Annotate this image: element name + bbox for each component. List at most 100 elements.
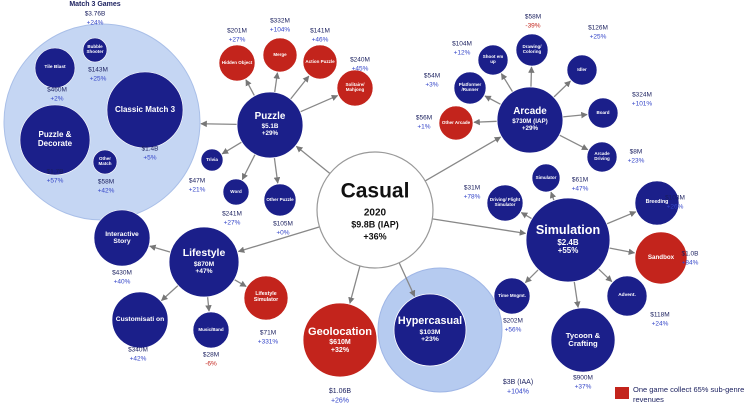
subgenre-bubble <box>634 231 688 285</box>
connector <box>205 296 212 312</box>
subgenre-label-box: Arcade Driving <box>594 151 610 161</box>
growth-label: -6% <box>205 360 217 367</box>
growth-label: +45% <box>352 65 369 72</box>
group-bubble <box>525 197 611 283</box>
group-label-wrap: Simulation $2.4B +55% <box>526 198 610 282</box>
subgenre-label: Solitaire/ Mahjong <box>345 82 365 92</box>
subgenre-label: Merge <box>273 51 287 57</box>
subgenre-bubble <box>587 97 619 129</box>
subgenre-label: Lifestyle Simulator <box>253 291 279 303</box>
subgenre-label: Drawing/ Coloring <box>522 44 542 54</box>
subgenre-bubble <box>586 141 618 173</box>
revenue-label: $1.0B <box>682 251 699 258</box>
growth-label: +24% <box>87 19 104 26</box>
legend-box: One game collect 65% sub-genre revenues <box>633 385 745 404</box>
revenue-label: $61M <box>572 177 588 184</box>
connector <box>473 118 498 126</box>
growth-label: +42% <box>130 355 147 362</box>
revenue-label: $430M <box>112 270 132 277</box>
revenue-label: $1.4B <box>142 146 159 153</box>
revenue-label: $340M <box>128 347 148 354</box>
subgenre-label: Tile Blast <box>44 65 66 71</box>
growth-label: +12% <box>454 49 471 56</box>
revenue-label: $202M <box>503 318 523 325</box>
subgenre-label: Hidden Object <box>221 59 253 65</box>
subgenre-label-wrap: Other Arcade <box>439 106 473 140</box>
group-bubble <box>236 91 304 159</box>
subgenre-label-wrap: Idler <box>567 55 597 85</box>
growth-label: +5% <box>143 154 156 161</box>
subgenre-label-box: Word <box>230 188 242 194</box>
growth-label: +27% <box>224 219 241 226</box>
subgenre-bubble <box>19 104 91 176</box>
subgenre-label-wrap: Tile Blast <box>35 48 75 88</box>
subgenre-bubble <box>493 277 531 315</box>
growth-label: +27% <box>229 36 246 43</box>
subgenre-label-wrap: Other Match <box>93 150 117 174</box>
revenue-label: $3B (IAA) <box>503 379 533 386</box>
revenue-label: $1.06B <box>329 388 352 395</box>
growth-label: +3% <box>425 81 438 88</box>
growth-label: +26% <box>667 203 684 210</box>
subgenre-label: Trivia <box>206 156 218 162</box>
revenue-label: $103M <box>665 195 685 202</box>
connector <box>237 226 320 253</box>
group-revenue: $870M <box>193 260 215 268</box>
subgenre-label-box: Music/Band <box>198 327 223 332</box>
connector <box>562 111 588 119</box>
connector <box>598 268 613 283</box>
revenue-label: $324M <box>632 92 652 99</box>
subgenre-label-wrap: Time Mngmt. <box>494 278 530 314</box>
connector <box>245 79 256 97</box>
connector <box>524 269 539 284</box>
revenue-label: $58M <box>98 179 114 186</box>
growth-label: +104% <box>270 26 291 33</box>
growth-label: +23% <box>628 157 645 164</box>
group-growth: +55% <box>557 246 579 256</box>
connector <box>606 211 637 225</box>
subgenre-bubble <box>438 105 474 141</box>
subgenre-label-wrap: Board <box>588 98 618 128</box>
connector <box>553 80 571 98</box>
revenue-label: $143M <box>88 67 108 74</box>
subgenre-bubble <box>200 148 224 172</box>
subgenre-label: Advent. <box>618 293 636 299</box>
growth-label: +78% <box>464 193 481 200</box>
group-growth: +23% <box>421 336 439 344</box>
subgenre-label-box: Customisati on <box>116 316 165 323</box>
connector <box>500 73 514 93</box>
subgenre-label-box: Other Puzzle <box>266 197 293 202</box>
revenue-label: $240M <box>350 57 370 64</box>
subgenre-label-box: Interactive Story <box>105 230 139 245</box>
match3-title: Match 3 Games <box>69 1 120 8</box>
group-label-box: Puzzle$5.1B+29% <box>255 111 286 137</box>
subgenre-label: Interactive Story <box>105 230 139 245</box>
subgenre-label-box: Tile Blast <box>35 48 75 88</box>
subgenre-label: Word <box>230 188 242 194</box>
group-label: Lifestyle <box>182 247 226 260</box>
connector <box>273 72 280 93</box>
subgenre-label-box: Tycoon & Crafting <box>566 331 600 348</box>
connector <box>200 120 238 128</box>
group-label: Simulation <box>535 222 601 237</box>
connector <box>573 281 581 309</box>
subgenre-label: Driving/ Flight Simulator <box>489 197 521 207</box>
subgenre-label: Time Mngmt. <box>498 292 526 298</box>
subgenre-label-wrap: Simulator <box>532 164 560 192</box>
group-label-box: Arcade$730M (IAP)+29% <box>512 106 548 132</box>
subgenre-label-box: Advent. <box>618 293 636 299</box>
connector <box>241 154 256 181</box>
group-label-box: Hypercasual$103M+23% <box>398 315 462 344</box>
legend-text: One game collect 65% sub-genre revenues <box>633 385 745 404</box>
growth-label: +37% <box>575 383 592 390</box>
revenue-label: $56M <box>416 115 432 122</box>
growth-label: +104% <box>507 388 529 395</box>
growth-label: +57% <box>47 177 64 184</box>
subgenre-label: Board <box>596 109 610 115</box>
growth-label: +1% <box>417 123 430 130</box>
subgenre-label-box: Driving/ Flight Simulator <box>489 197 521 207</box>
center-revenue: $9.8B (IAP) <box>351 219 399 229</box>
growth-label: -39% <box>525 22 540 29</box>
revenue-label: $141M <box>310 28 330 35</box>
subgenre-label: Idler <box>577 66 587 72</box>
